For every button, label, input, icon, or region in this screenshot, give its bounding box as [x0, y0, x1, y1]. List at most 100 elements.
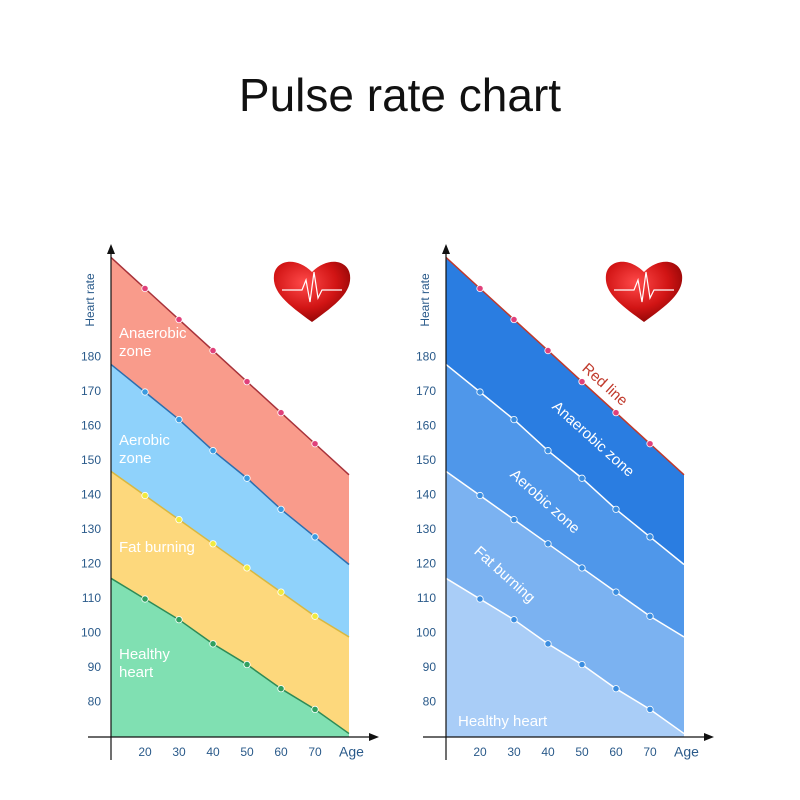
point [311, 612, 319, 620]
band-label: Fat burning [119, 539, 195, 557]
point [646, 705, 654, 714]
y-tick-label: 100 [416, 626, 436, 640]
y-tick-label: 80 [423, 695, 437, 709]
heart-icon [273, 261, 351, 322]
point [510, 616, 518, 624]
boundary-line [445, 363, 685, 566]
point [646, 440, 654, 448]
point [175, 315, 183, 324]
band [111, 364, 349, 637]
boundary-line [110, 256, 350, 476]
band-label: Healthy heart [458, 713, 548, 730]
y-tick-label: 120 [81, 557, 101, 571]
point [243, 474, 251, 482]
y-tick-label: 120 [416, 557, 436, 571]
x-tick-label: 70 [308, 745, 322, 759]
x-tick-label: 30 [507, 745, 521, 759]
point [612, 685, 620, 693]
x-axis-label: Age [674, 744, 699, 760]
boundary-line [445, 577, 685, 735]
band [446, 257, 684, 565]
y-tick-label: 90 [423, 660, 437, 674]
y-tick-label: 150 [81, 453, 101, 467]
point [578, 474, 586, 482]
boundary-line [445, 256, 685, 476]
y-tick-label: 110 [417, 591, 436, 605]
point [311, 533, 319, 541]
point [141, 491, 149, 500]
x-tick-label: 70 [643, 745, 657, 759]
y-tick-label: 170 [81, 384, 101, 398]
point [476, 388, 484, 396]
band [446, 578, 684, 737]
point [209, 540, 217, 548]
point [646, 533, 654, 541]
point [544, 540, 552, 548]
band [111, 257, 349, 565]
x-tick-label: 20 [473, 745, 487, 759]
y-tick-label: 90 [88, 660, 102, 674]
heart-icon [605, 261, 683, 322]
x-tick-label: 40 [541, 745, 555, 759]
point [476, 491, 484, 500]
band-label: Anaerobic zone [119, 325, 187, 361]
point [544, 346, 552, 355]
point [612, 409, 620, 417]
band-label: Aerobic zone [119, 432, 170, 468]
point [209, 447, 217, 455]
point [277, 505, 285, 513]
point [277, 685, 285, 693]
x-tick-label: 30 [172, 745, 186, 759]
boundary-line [110, 470, 350, 638]
y-axis-label: Heart rate [83, 273, 97, 327]
point [209, 346, 217, 355]
x-axis-arrow [704, 733, 714, 741]
point [544, 447, 552, 455]
point [544, 640, 552, 648]
x-tick-label: 50 [575, 745, 589, 759]
y-tick-label: 180 [416, 350, 436, 364]
band-label: Healthy heart [119, 646, 170, 682]
point [243, 378, 251, 386]
point [476, 284, 484, 293]
title: Pulse rate chart [238, 69, 562, 121]
point [311, 440, 319, 448]
y-tick-label: 180 [81, 350, 101, 364]
y-tick-label: 130 [416, 522, 436, 536]
x-tick-label: 20 [138, 745, 152, 759]
y-tick-label: 130 [81, 522, 101, 536]
point [175, 616, 183, 624]
point [141, 388, 149, 396]
point [578, 660, 586, 669]
y-tick-label: 110 [82, 591, 101, 605]
x-tick-label: 50 [240, 745, 254, 759]
y-tick-label: 140 [416, 488, 436, 502]
point [243, 564, 251, 572]
y-axis-arrow [442, 244, 450, 254]
y-axis-label: Heart rate [418, 273, 432, 327]
boundary-line [110, 363, 350, 566]
point [510, 516, 518, 524]
boundary-line [445, 470, 685, 638]
y-axis-arrow [107, 244, 115, 254]
point [578, 378, 586, 386]
x-tick-label: 60 [274, 745, 288, 759]
x-tick-label: 60 [609, 745, 623, 759]
y-tick-label: 80 [88, 695, 102, 709]
point [277, 588, 285, 596]
point [311, 705, 319, 714]
point [141, 595, 149, 603]
y-tick-label: 160 [81, 419, 101, 433]
point [510, 415, 518, 424]
x-axis-arrow [369, 733, 379, 741]
x-tick-label: 40 [206, 745, 220, 759]
y-tick-label: 150 [416, 453, 436, 467]
boundary-line [110, 577, 350, 735]
y-tick-label: 140 [81, 488, 101, 502]
point [175, 516, 183, 524]
y-tick-label: 170 [416, 384, 436, 398]
point [243, 660, 251, 669]
point [277, 409, 285, 417]
